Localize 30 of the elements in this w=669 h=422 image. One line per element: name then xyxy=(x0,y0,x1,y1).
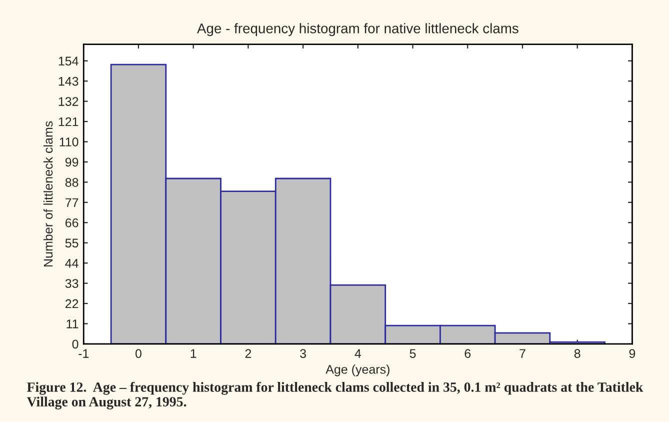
y-tick-label: 33 xyxy=(65,279,78,288)
x-tick-label: 8 xyxy=(574,349,580,358)
y-tick-label: 154 xyxy=(58,56,78,66)
y-tick-label: 77 xyxy=(66,198,78,207)
y-tick-label: 44 xyxy=(65,258,78,268)
x-axis-title: Age (years) xyxy=(326,364,390,376)
y-tick-label: 88 xyxy=(65,178,78,187)
chart-title: Age - frequency histogram for native littleneck clams xyxy=(197,23,518,36)
caption: Figure 12. Age – frequency histogram for littleneck clams collected in 35, 0.1 m² quadrats at the Tatitlek Village on August 27, 1995. xyxy=(26,382,644,410)
y-tick-label: 55 xyxy=(65,238,78,248)
x-tick-label: 1 xyxy=(190,349,196,358)
y-tick-label: 0 xyxy=(72,340,78,349)
x-tick-label: 5 xyxy=(410,349,416,358)
x-tick-label: 9 xyxy=(629,349,636,358)
x-tick-label: 4 xyxy=(354,349,362,358)
x-tick-label: 3 xyxy=(300,349,306,358)
y-axis-title: Number of littleneck clams xyxy=(43,121,53,266)
x-tick-label: 0 xyxy=(135,349,142,358)
y-tick-label: 66 xyxy=(65,218,78,228)
x-tick-label: -1 xyxy=(78,349,89,358)
x-tick-label: 2 xyxy=(245,349,252,358)
y-tick-label: 132 xyxy=(58,97,78,106)
x-tick-label: 6 xyxy=(464,349,471,358)
x-tick-label: 7 xyxy=(520,349,526,358)
y-tick-label: 143 xyxy=(58,76,78,86)
y-tick-label: 22 xyxy=(65,299,78,308)
y-tick-label: 110 xyxy=(60,138,78,146)
y-tick-label: 99 xyxy=(65,158,78,167)
y-tick-label: 121 xyxy=(58,117,78,126)
y-tick-label: 11 xyxy=(66,320,78,328)
